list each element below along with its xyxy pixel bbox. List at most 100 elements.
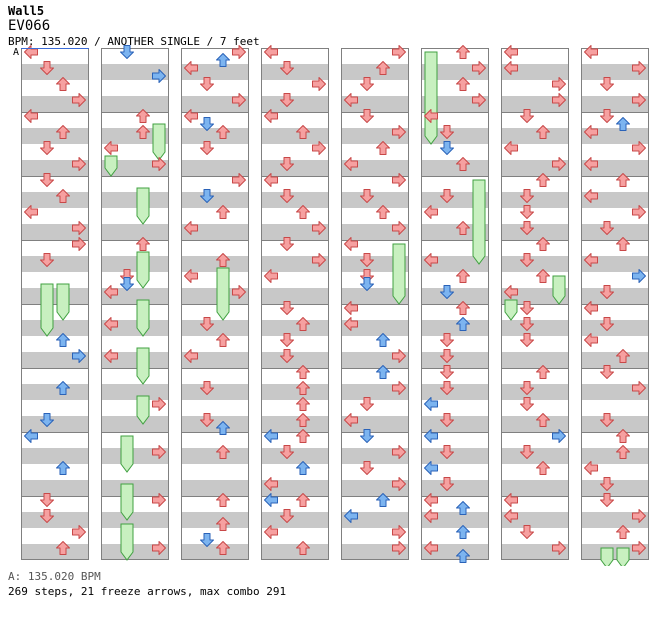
step-arrow-right-icon — [392, 173, 406, 187]
step-arrow-left-icon — [264, 173, 278, 187]
step-arrow-down-icon — [120, 45, 134, 59]
step-arrow-down-icon — [520, 205, 534, 219]
beat-stripe — [501, 416, 569, 432]
beat-stripe — [21, 544, 89, 560]
step-arrow-down-icon — [200, 317, 214, 331]
freeze-arrow — [136, 347, 150, 385]
step-arrow-right-icon — [392, 349, 406, 363]
step-arrow-left-icon — [264, 525, 278, 539]
beat-stripe — [501, 352, 569, 368]
step-arrow-left-icon — [264, 269, 278, 283]
step-arrow-down-icon — [120, 277, 134, 291]
beat-stripe — [261, 96, 329, 112]
step-arrow-up-icon — [296, 381, 310, 395]
step-arrow-up-icon — [536, 173, 550, 187]
step-arrow-right-icon — [72, 221, 86, 235]
stats-footer: 269 steps, 21 freeze arrows, max combo 2… — [8, 585, 287, 598]
step-arrow-up-icon — [296, 541, 310, 555]
step-arrow-up-icon — [376, 333, 390, 347]
freeze-arrow — [472, 179, 486, 265]
step-arrow-down-icon — [40, 253, 54, 267]
beat-stripe — [181, 448, 249, 464]
freeze-arrow — [136, 395, 150, 425]
beat-stripe — [261, 352, 329, 368]
column-border — [181, 48, 249, 560]
beat-stripe — [261, 192, 329, 208]
beat-stripe — [261, 544, 329, 560]
step-arrow-right-icon — [312, 77, 326, 91]
beat-stripe — [421, 128, 489, 144]
bpm-marker-label: A — [13, 47, 20, 58]
step-arrow-left-icon — [424, 493, 438, 507]
step-arrow-right-icon — [152, 493, 166, 507]
beat-stripe — [21, 256, 89, 272]
beat-stripe — [261, 64, 329, 80]
beat-stripe — [501, 448, 569, 464]
step-arrow-left-icon — [104, 317, 118, 331]
beat-stripe — [421, 288, 489, 304]
beat-stripe — [261, 512, 329, 528]
beat-stripe — [581, 416, 649, 432]
step-arrow-right-icon — [152, 157, 166, 171]
step-arrow-up-icon — [536, 125, 550, 139]
step-arrow-right-icon — [632, 269, 646, 283]
step-arrow-left-icon — [584, 189, 598, 203]
step-arrow-right-icon — [632, 61, 646, 75]
step-arrow-up-icon — [376, 365, 390, 379]
step-arrow-right-icon — [72, 157, 86, 171]
step-arrow-up-icon — [536, 269, 550, 283]
step-arrow-up-icon — [216, 53, 230, 67]
step-arrow-left-icon — [424, 461, 438, 475]
step-arrow-down-icon — [440, 349, 454, 363]
step-arrow-down-icon — [600, 365, 614, 379]
column-border — [421, 48, 489, 560]
step-arrow-right-icon — [232, 93, 246, 107]
beat-stripe — [101, 224, 169, 240]
step-arrow-down-icon — [440, 381, 454, 395]
step-arrow-left-icon — [584, 333, 598, 347]
step-arrow-right-icon — [152, 69, 166, 83]
step-arrow-up-icon — [216, 541, 230, 555]
step-arrow-down-icon — [360, 461, 374, 475]
beat-stripe — [501, 384, 569, 400]
step-arrow-up-icon — [376, 141, 390, 155]
step-arrow-right-icon — [472, 93, 486, 107]
step-arrow-up-icon — [536, 237, 550, 251]
beat-stripe — [261, 288, 329, 304]
step-arrow-right-icon — [152, 541, 166, 555]
beat-stripe — [181, 320, 249, 336]
beat-stripe — [581, 480, 649, 496]
step-arrow-up-icon — [456, 269, 470, 283]
step-arrow-down-icon — [440, 365, 454, 379]
step-arrow-down-icon — [280, 157, 294, 171]
freeze-arrow — [136, 299, 150, 337]
step-arrow-up-icon — [456, 157, 470, 171]
step-arrow-left-icon — [344, 237, 358, 251]
step-arrow-left-icon — [344, 301, 358, 315]
step-arrow-down-icon — [360, 109, 374, 123]
beat-stripe — [421, 352, 489, 368]
step-arrow-right-icon — [312, 221, 326, 235]
step-arrow-down-icon — [520, 445, 534, 459]
step-arrow-up-icon — [456, 45, 470, 59]
column-border — [101, 48, 169, 560]
step-arrow-up-icon — [216, 125, 230, 139]
beat-stripe — [261, 384, 329, 400]
step-arrow-down-icon — [520, 397, 534, 411]
step-arrow-down-icon — [40, 61, 54, 75]
chart-info: BPM: 135.020 / ANOTHER SINGLE / 7 feet — [8, 35, 260, 48]
step-arrow-down-icon — [280, 445, 294, 459]
step-arrow-up-icon — [296, 125, 310, 139]
step-arrow-up-icon — [296, 429, 310, 443]
beat-stripe — [501, 320, 569, 336]
step-arrow-left-icon — [184, 221, 198, 235]
step-arrow-down-icon — [200, 117, 214, 131]
step-arrow-left-icon — [424, 109, 438, 123]
step-arrow-up-icon — [616, 349, 630, 363]
step-arrow-left-icon — [264, 429, 278, 443]
beat-stripe — [261, 320, 329, 336]
freeze-arrow — [56, 283, 70, 321]
beat-stripe — [421, 160, 489, 176]
step-arrow-up-icon — [216, 445, 230, 459]
step-arrow-right-icon — [392, 541, 406, 555]
